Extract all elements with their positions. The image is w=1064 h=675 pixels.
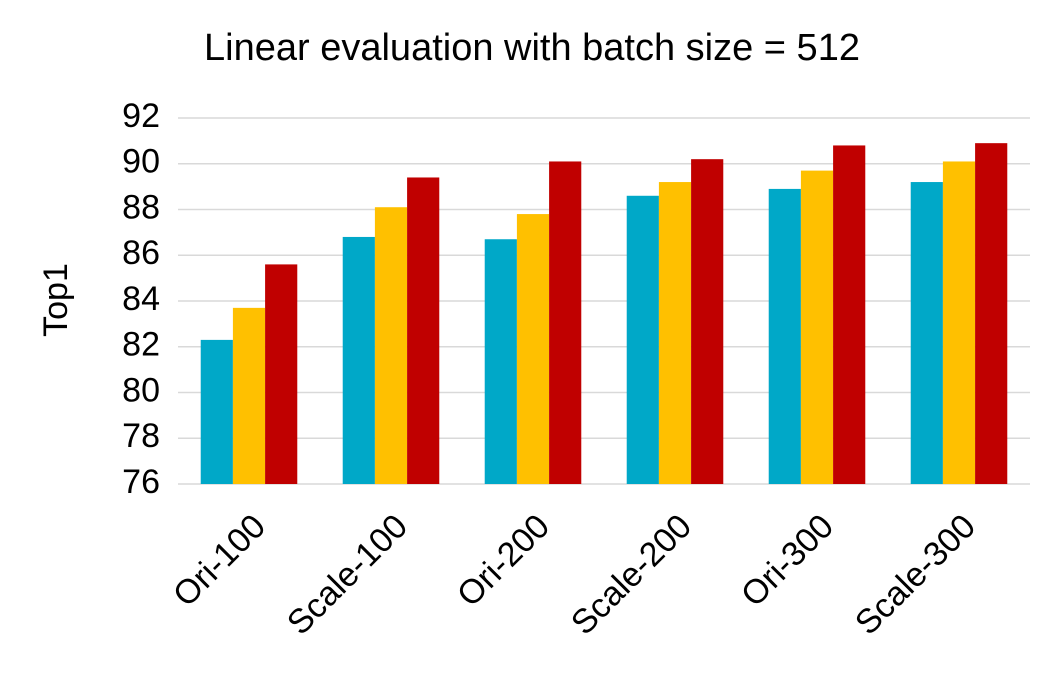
x-tick-label: Scale-300 [848,507,983,642]
bar [374,207,408,484]
bar [658,182,692,485]
x-tick-label: Scale-100 [280,507,415,642]
bar [975,143,1008,484]
bar [484,239,517,484]
bar [549,161,582,484]
bar [342,236,375,484]
x-tick-label: Ori-100 [166,507,273,614]
bar [768,188,801,484]
bar [407,177,440,484]
y-tick-label: 90 [122,143,160,181]
bar [800,170,834,485]
x-tick-label: Ori-200 [450,507,557,614]
bar [516,214,550,484]
y-tick-label: 86 [122,234,160,272]
bar [265,264,298,484]
bar [691,159,724,485]
y-tick-label: 78 [122,417,160,455]
bar [626,195,659,484]
y-tick-label: 84 [122,280,160,318]
x-tick-label: Ori-300 [734,507,841,614]
y-tick-label: 88 [122,188,160,226]
bar [232,307,266,484]
y-tick-label: 76 [122,463,160,501]
y-axis-label: Top1 [37,263,75,337]
bar [910,182,943,485]
x-tick-label: Scale-200 [564,507,699,642]
y-tick-label: 92 [122,97,160,135]
y-tick-label: 82 [122,326,160,364]
y-tick-label: 80 [122,371,160,409]
bar [833,145,866,484]
chart-title: Linear evaluation with batch size = 512 [204,27,860,69]
bar [942,161,976,484]
bar [200,339,233,484]
